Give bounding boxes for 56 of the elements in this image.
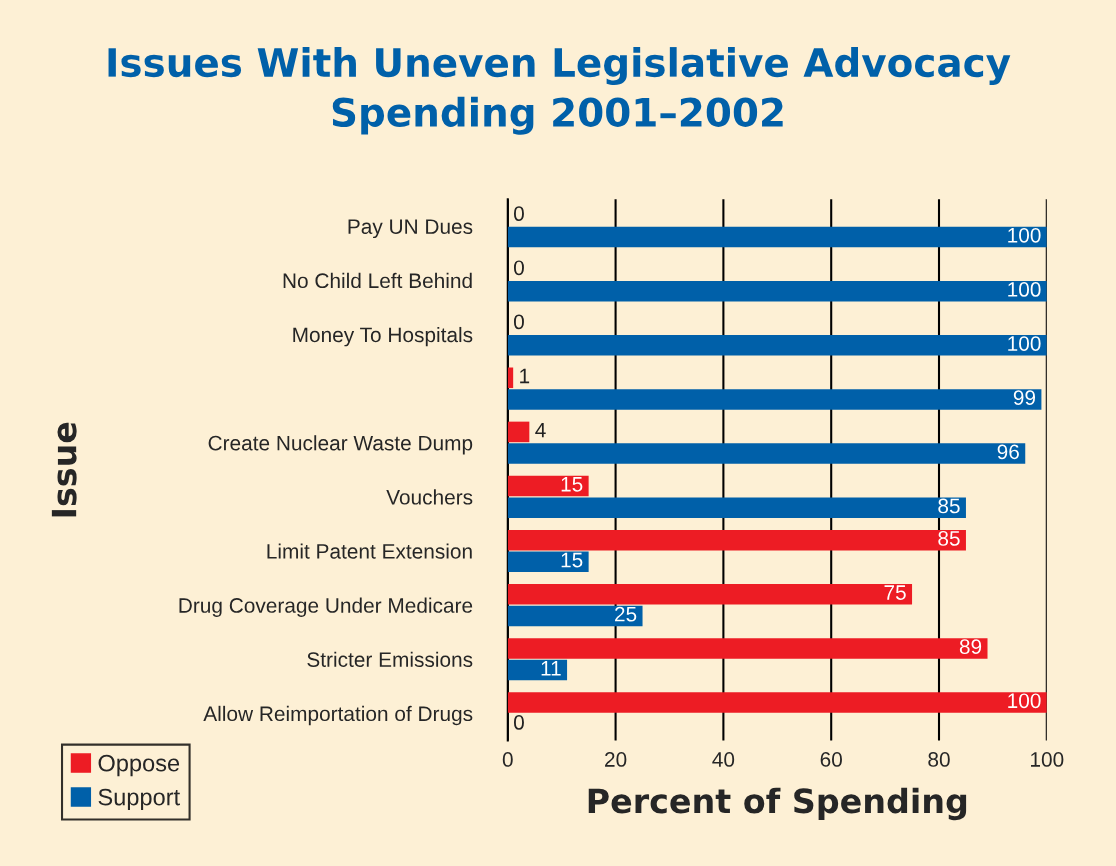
bar xyxy=(507,443,1026,464)
bar xyxy=(507,659,568,681)
bar xyxy=(507,389,1042,410)
data-label: 100 xyxy=(1008,336,1041,351)
bar xyxy=(507,551,589,573)
y-tick-label: Drug Coverage Under Medicare xyxy=(179,597,473,617)
bar xyxy=(507,475,589,497)
y-tick-label: Allow Reimportation of Drugs xyxy=(203,705,473,726)
data-label: 100 xyxy=(1008,282,1041,297)
data-label: 0 xyxy=(513,206,524,222)
bar xyxy=(507,497,966,518)
bar xyxy=(507,584,913,605)
data-label: 11 xyxy=(541,661,561,676)
bar xyxy=(507,280,1047,302)
y-axis-title: Issue xyxy=(51,422,77,517)
bar xyxy=(507,638,988,659)
y-tick-label: Create Nuclear Waste Dump xyxy=(208,435,473,455)
y-tick-label: Stricter Emissions xyxy=(307,651,473,667)
data-label: 0 xyxy=(513,260,524,276)
data-label: 0 xyxy=(513,715,524,730)
x-tick-label: 20 xyxy=(605,752,627,767)
bar xyxy=(507,335,1047,356)
y-tick-label: No Child Left Behind xyxy=(283,272,472,289)
y-tick-label: Limit Patent Extension xyxy=(267,543,472,559)
data-label: 25 xyxy=(615,606,637,622)
chart-title: Issues With Uneven Legislative Advocacy Spending 2001–2002 xyxy=(108,47,1011,135)
data-label: 85 xyxy=(938,531,960,546)
data-label: 99 xyxy=(1013,390,1036,406)
bar xyxy=(507,529,966,551)
data-label: 100 xyxy=(1008,227,1041,243)
bar xyxy=(507,692,1047,713)
data-label: 15 xyxy=(561,552,583,568)
x-tick-label: 40 xyxy=(712,752,735,767)
x-tick-label: 0 xyxy=(502,752,513,767)
bar xyxy=(507,226,1047,248)
data-label: 100 xyxy=(1008,693,1041,709)
data-label: 96 xyxy=(997,444,1019,460)
x-tick-label: 80 xyxy=(928,752,950,767)
data-label: 89 xyxy=(959,639,982,655)
data-label: 1 xyxy=(520,368,530,384)
data-label: 75 xyxy=(884,585,906,600)
y-tick-label: Vouchers xyxy=(386,489,473,505)
data-label: 4 xyxy=(535,422,546,438)
y-tick-label: Money To Hospitals xyxy=(293,326,473,347)
legend-label: Oppose xyxy=(98,754,180,777)
legend-label: Support xyxy=(98,788,180,811)
bar xyxy=(507,367,514,389)
bar xyxy=(507,605,643,627)
data-label: 15 xyxy=(561,477,583,492)
x-axis-title: Percent of Spending xyxy=(588,787,967,821)
data-label: 85 xyxy=(938,498,960,514)
y-tick-label: Pay UN Dues xyxy=(348,219,473,239)
bar xyxy=(507,421,530,443)
data-label: 0 xyxy=(513,314,524,330)
x-tick-label: 100 xyxy=(1031,752,1064,767)
x-tick-label: 60 xyxy=(820,752,842,767)
